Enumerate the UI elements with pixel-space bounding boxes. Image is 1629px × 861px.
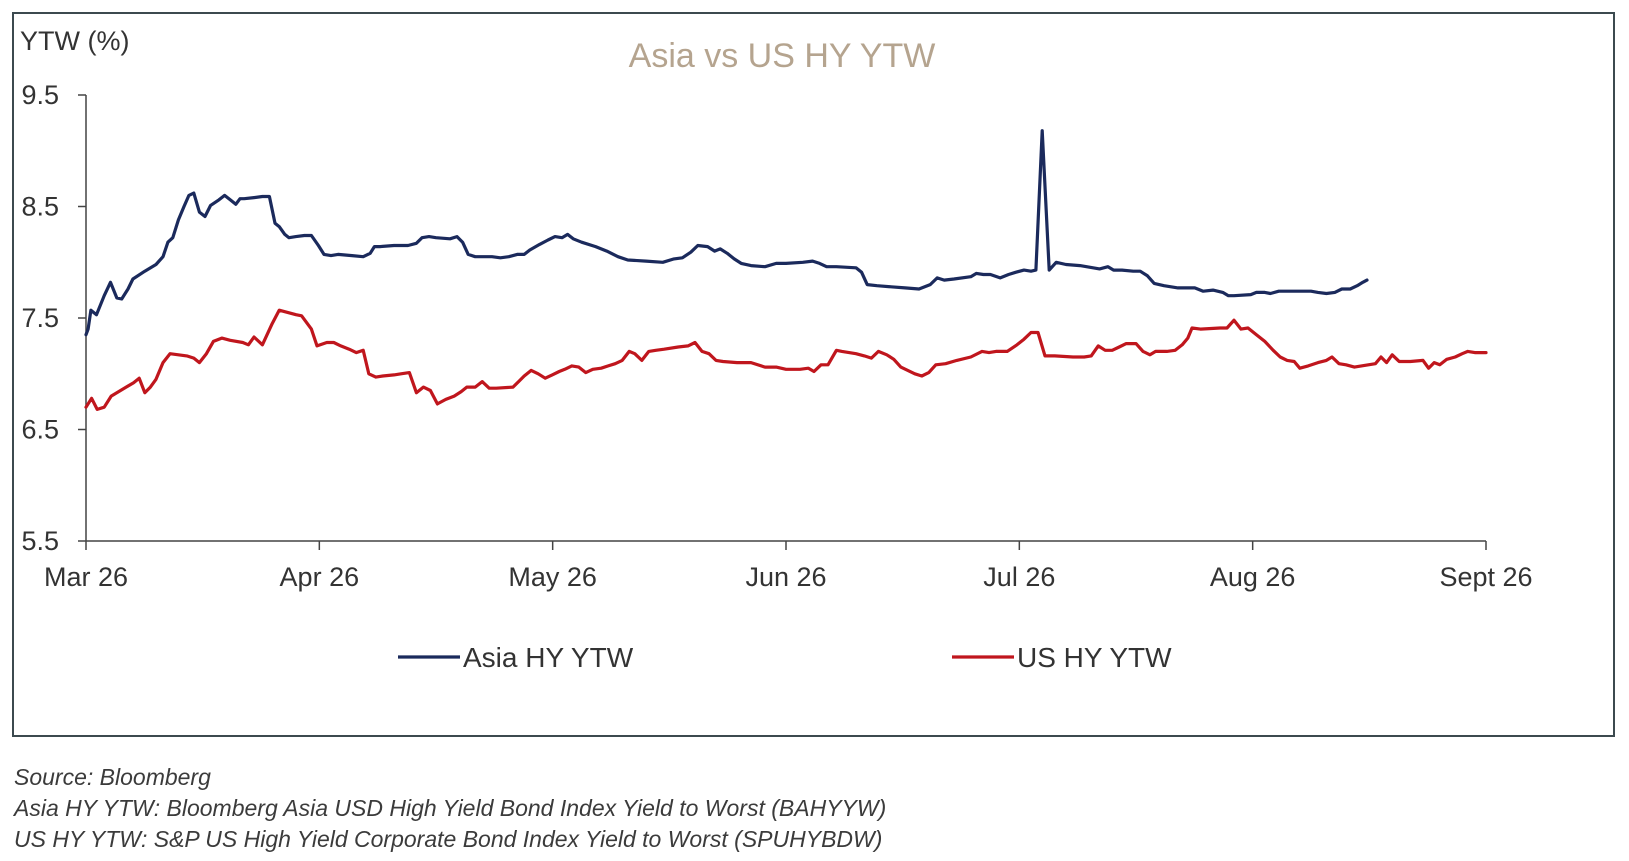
chart-frame: Asia vs US HY YTW YTW (%) 9.5 8.5 7.5 6.5 5.5 M…	[12, 12, 1615, 737]
footnotes: Source: Bloomberg Asia HY YTW: Bloomberg…	[14, 762, 886, 855]
x-tick-label: Apr 26	[280, 562, 360, 592]
y-tick-label: 8.5	[21, 192, 59, 222]
legend-label-asia: Asia HY YTW	[463, 642, 634, 673]
us-series-note: US HY YTW: S&P US High Yield Corporate B…	[14, 826, 883, 852]
x-tick-label: Jul 26	[983, 562, 1055, 592]
y-tick-label: 7.5	[21, 303, 59, 333]
series-line-asia	[84, 129, 1369, 337]
y-tick-label: 9.5	[21, 80, 59, 110]
chart-title: Asia vs US HY YTW	[629, 37, 936, 75]
x-tick-label: Jun 26	[745, 562, 826, 592]
chart: Asia vs US HY YTW YTW (%) 9.5 8.5 7.5 6.5 5.5 M…	[20, 26, 1533, 673]
x-tick-label: Sept 26	[1439, 562, 1532, 592]
asia-series-note: Asia HY YTW: Bloomberg Asia USD High Yie…	[14, 795, 887, 821]
y-tick-label: 6.5	[21, 415, 59, 445]
x-tick-label: Aug 26	[1210, 562, 1296, 592]
source-note: Source: Bloomberg	[14, 764, 211, 790]
legend-label-us: US HY YTW	[1017, 642, 1172, 673]
x-tick-label: Mar 26	[44, 562, 128, 592]
y-tick-label: 5.5	[21, 526, 59, 556]
x-tick-label: May 26	[508, 562, 597, 592]
series-line-us	[84, 308, 1488, 411]
y-axis-label: YTW (%)	[20, 26, 129, 56]
